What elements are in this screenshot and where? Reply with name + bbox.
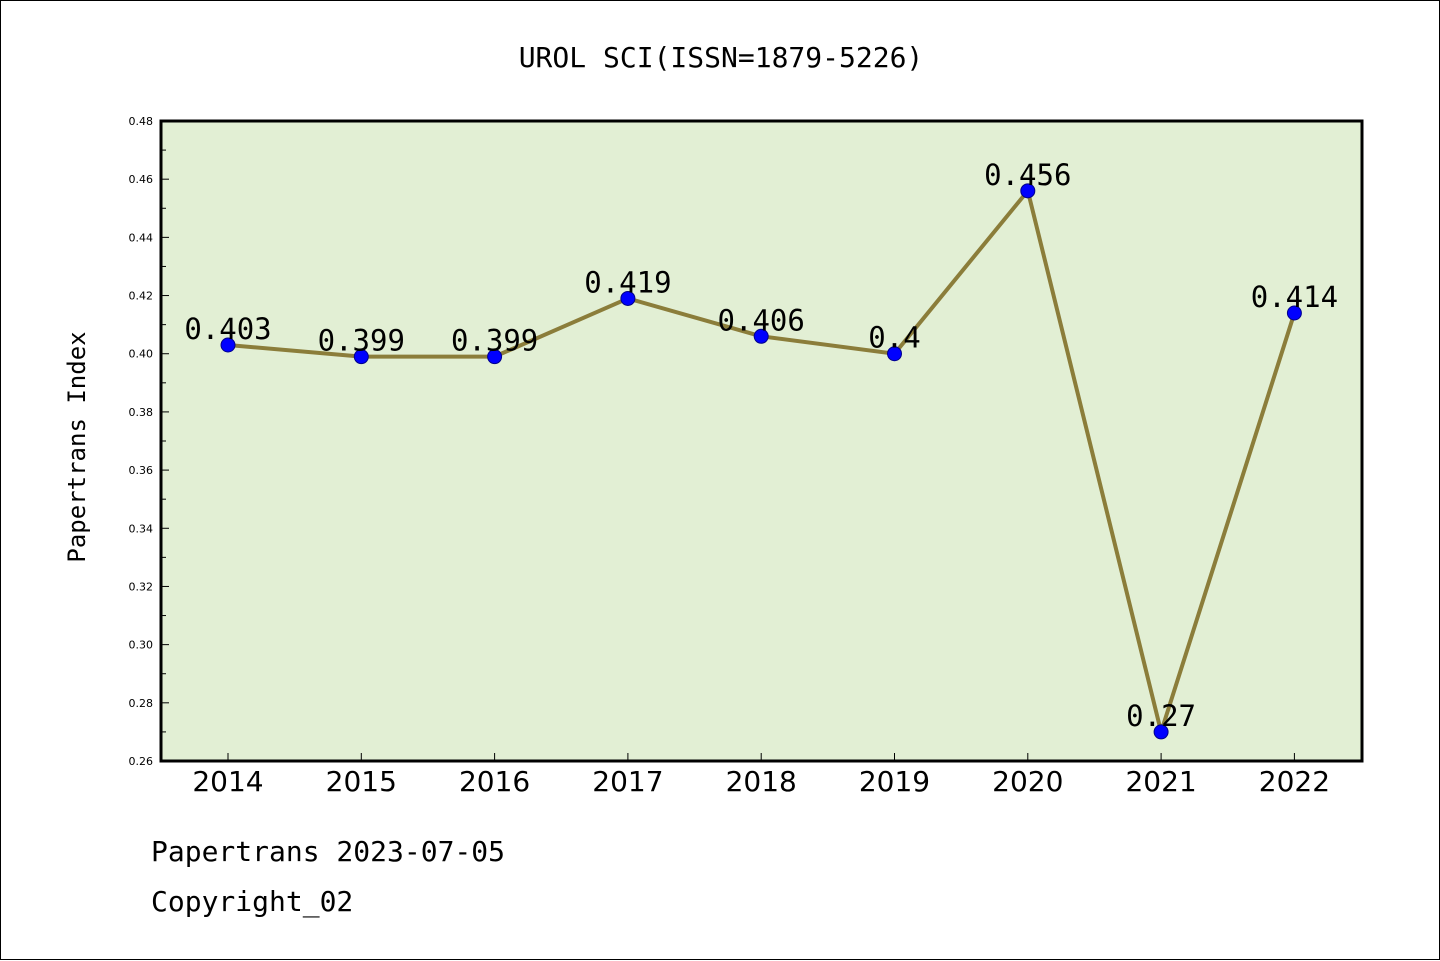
x-tick-label: 2018 <box>726 765 797 798</box>
y-tick-label: 0.42 <box>129 290 154 303</box>
y-tick-label: 0.46 <box>129 173 154 186</box>
footer-copyright: Copyright_02 <box>151 885 354 918</box>
data-point <box>620 290 636 306</box>
data-label: 0.406 <box>718 303 805 337</box>
x-tick-label: 2014 <box>192 765 263 798</box>
data-labels: 0.403 0.399 0.399 0.419 0.406 0.4 0.456 0.27 0.4… <box>184 158 1338 733</box>
data-point <box>1286 305 1302 321</box>
y-tick-label: 0.36 <box>129 464 154 477</box>
data-label: 0.27 <box>1126 699 1196 733</box>
data-point <box>753 328 769 344</box>
data-label: 0.403 <box>184 312 271 346</box>
data-label: 0.414 <box>1251 280 1338 314</box>
data-point <box>1153 724 1169 740</box>
data-point <box>353 349 369 365</box>
data-label: 0.456 <box>984 158 1071 192</box>
x-tick-label: 2021 <box>1125 765 1196 798</box>
footer-source: Papertrans 2023-07-05 <box>151 835 506 868</box>
data-point <box>1020 183 1036 199</box>
data-label: 0.419 <box>584 265 671 299</box>
y-axis: 0.26 0.28 0.30 0.32 0.34 0.36 0.38 0.40 0.42 0.44… <box>129 115 169 768</box>
y-tick-label: 0.48 <box>129 115 154 128</box>
x-tick-label: 2015 <box>326 765 397 798</box>
data-label: 0.4 <box>868 321 920 355</box>
y-tick-label: 0.40 <box>129 348 154 361</box>
series-index <box>220 183 1302 740</box>
data-label: 0.399 <box>451 324 538 358</box>
y-tick-label: 0.44 <box>129 231 154 244</box>
x-tick-label: 2020 <box>992 765 1063 798</box>
data-point <box>220 337 236 353</box>
y-tick-label: 0.34 <box>129 522 154 535</box>
data-label: 0.399 <box>318 324 405 358</box>
chart-title: UROL SCI(ISSN=1879-5226) <box>519 41 924 74</box>
y-tick-label: 0.30 <box>129 639 154 652</box>
x-tick-label: 2022 <box>1259 765 1330 798</box>
data-point <box>487 349 503 365</box>
y-tick-label: 0.32 <box>129 580 154 593</box>
y-tick-label: 0.26 <box>129 755 154 768</box>
x-tick-label: 2016 <box>459 765 530 798</box>
data-point <box>887 346 902 362</box>
x-tick-label: 2017 <box>592 765 663 798</box>
y-axis-label: Papertrans Index <box>63 331 91 562</box>
y-tick-label: 0.38 <box>129 406 154 419</box>
x-tick-label: 2019 <box>859 765 930 798</box>
plot-area <box>159 119 1364 763</box>
y-tick-label: 0.28 <box>129 697 154 710</box>
x-axis: 2014 2015 2016 2017 2018 2019 2020 2021 2022 <box>192 753 1330 798</box>
